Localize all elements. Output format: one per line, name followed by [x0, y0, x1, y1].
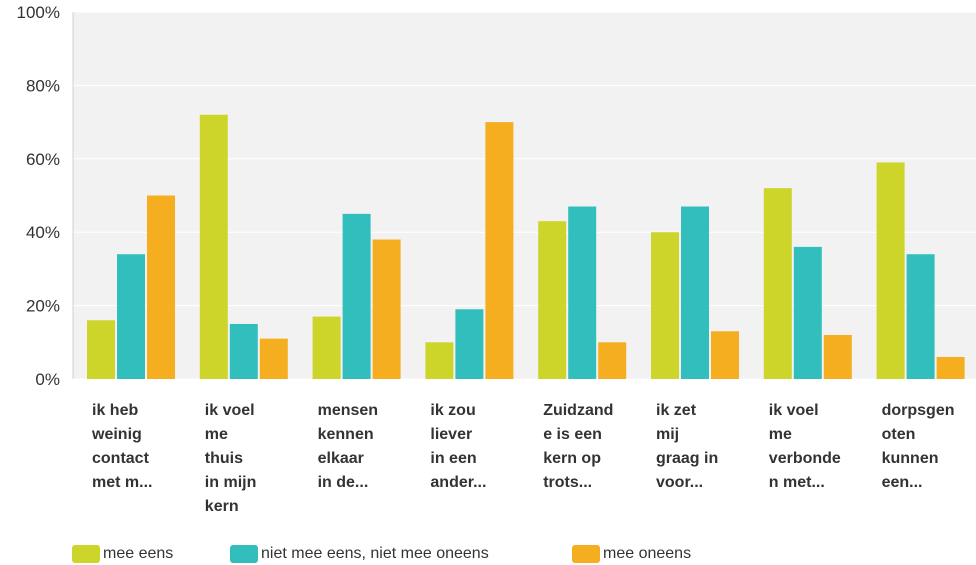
bar-mee-eens: [876, 162, 905, 379]
legend: mee eens niet mee eens, niet mee oneens me…: [72, 545, 691, 563]
category-label: ik voel me verbonde n met...: [769, 402, 841, 491]
legend-label: niet mee eens, niet mee oneens: [261, 545, 489, 562]
bar-mee-eens: [425, 342, 454, 379]
bar-neutraal: [342, 213, 371, 379]
legend-swatch: [572, 545, 600, 563]
bar-mee-oneens: [823, 334, 852, 379]
bar-mee-eens: [651, 232, 679, 379]
bar-neutraal: [455, 309, 484, 379]
bar-neutraal: [229, 323, 258, 379]
bar-mee-eens: [763, 188, 792, 379]
category-label: dorpsgen oten kunnen een...: [882, 402, 955, 491]
y-axis: 0% 20% 40% 60% 80% 100%: [17, 3, 60, 389]
bar-mee-oneens: [485, 122, 514, 379]
bar-neutraal: [681, 206, 709, 379]
bar-mee-eens: [312, 316, 341, 379]
bar-mee-oneens: [936, 356, 965, 379]
legend-swatch: [230, 545, 258, 563]
category-label: ik zet mij graag in voor...: [656, 402, 718, 491]
legend-swatch: [72, 545, 100, 563]
category-label: ik voel me thuis in mijn kern: [205, 402, 257, 515]
y-tick-label: 60%: [26, 150, 60, 169]
y-tick-label: 40%: [26, 223, 60, 242]
bar-neutraal: [906, 254, 935, 379]
bar-mee-oneens: [711, 331, 739, 379]
y-tick-label: 0%: [35, 370, 60, 389]
bar-mee-oneens: [259, 338, 288, 379]
bars: [87, 114, 965, 379]
y-tick-label: 100%: [17, 3, 60, 22]
bar-neutraal: [568, 206, 597, 379]
category-label: ik zou liever in een ander...: [430, 402, 486, 491]
x-axis: ik heb weinig contact met m... ik voel me thui…: [91, 402, 954, 515]
legend-label: mee oneens: [603, 545, 691, 562]
bar-mee-eens: [538, 221, 567, 379]
y-tick-label: 80%: [26, 76, 60, 95]
bar-neutraal: [793, 246, 822, 379]
bar-mee-oneens: [598, 342, 627, 379]
bar-mee-oneens: [147, 195, 175, 379]
category-label: mensen kennen elkaar in de...: [318, 402, 378, 491]
y-tick-label: 20%: [26, 297, 60, 316]
bar-mee-eens: [199, 114, 228, 379]
category-label: Zuidzand e is een kern op trots...: [543, 402, 613, 491]
category-label: ik heb weinig contact met m...: [91, 402, 152, 491]
bar-mee-eens: [87, 320, 115, 379]
legend-label: mee eens: [103, 545, 173, 562]
bar-mee-oneens: [372, 239, 401, 379]
bar-neutraal: [117, 254, 145, 379]
